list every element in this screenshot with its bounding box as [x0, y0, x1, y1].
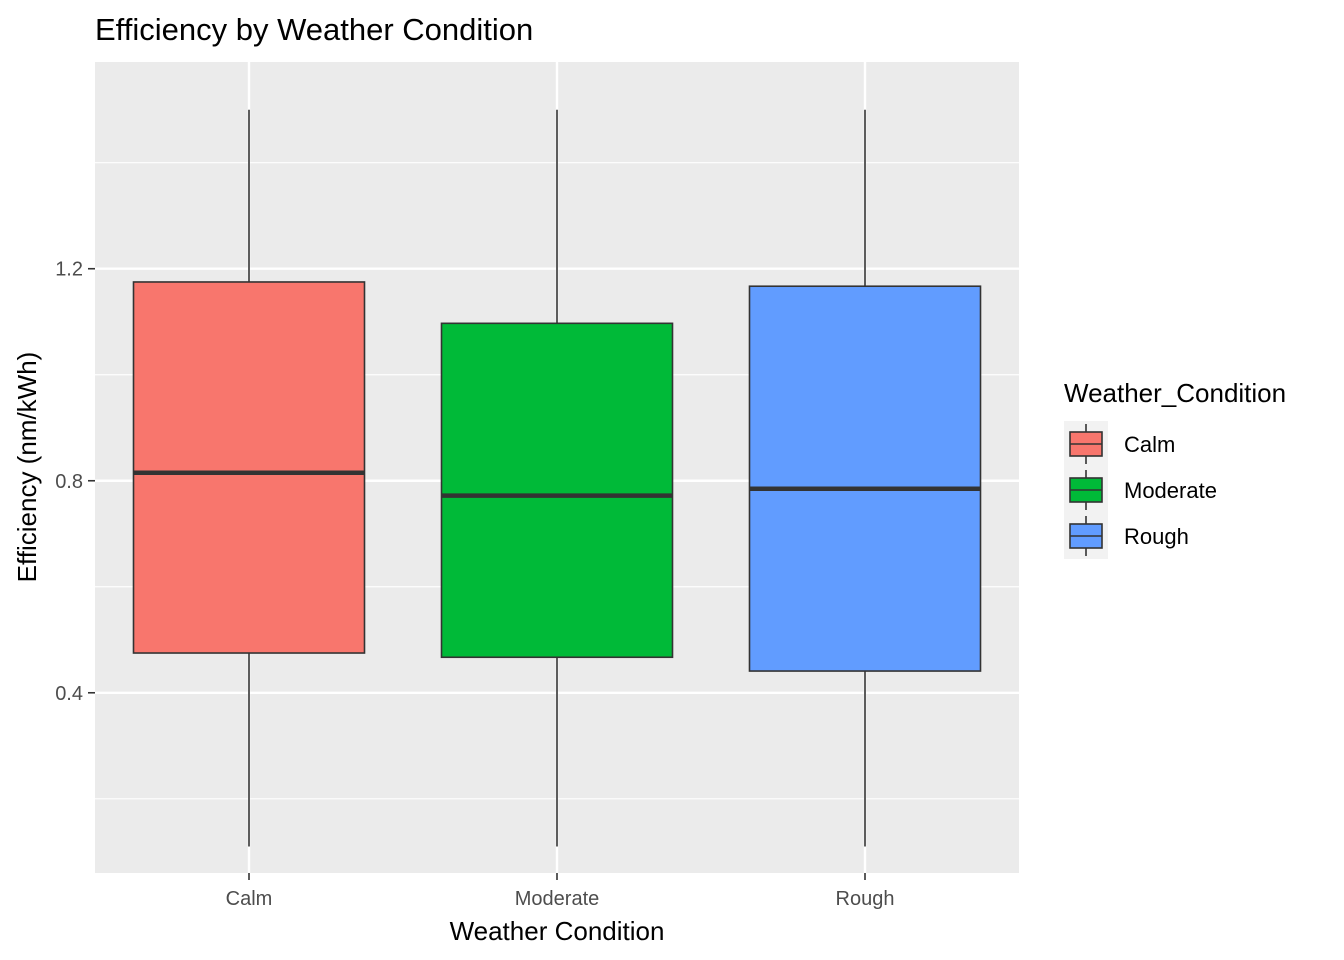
legend-label: Moderate [1124, 478, 1217, 503]
legend-entries: Calm Moderate Rough [1064, 421, 1217, 559]
box-iqr [132, 281, 366, 654]
box-iqr [440, 322, 674, 659]
x-axis-label: Weather Condition [450, 916, 665, 946]
box-iqr [748, 285, 982, 672]
box-calm [132, 109, 366, 847]
legend-item-rough: Rough [1069, 516, 1189, 556]
y-tick-label: 0.8 [55, 471, 83, 493]
y-tick-label: 0.4 [55, 683, 83, 705]
legend-label: Calm [1124, 432, 1175, 457]
x-axis: Calm Moderate Rough [226, 873, 895, 910]
y-axis-label: Efficiency (nm/kWh) [12, 352, 42, 583]
legend-item-moderate: Moderate [1069, 470, 1217, 510]
x-tick-label: Rough [836, 888, 895, 910]
legend-item-calm: Calm [1069, 424, 1175, 464]
legend: Weather_Condition Calm Moderate Rough [1064, 378, 1286, 559]
box-moderate [440, 109, 674, 847]
plot-panel [95, 62, 1019, 873]
box-rough [748, 109, 982, 847]
y-axis: 0.4 0.8 1.2 [55, 259, 95, 705]
boxplot-series [132, 109, 982, 847]
x-tick-label: Moderate [515, 888, 600, 910]
legend-label: Rough [1124, 524, 1189, 549]
legend-title: Weather_Condition [1064, 378, 1286, 408]
y-tick-label: 1.2 [55, 259, 83, 281]
x-tick-label: Calm [226, 888, 273, 910]
chart-title: Efficiency by Weather Condition [95, 12, 533, 47]
